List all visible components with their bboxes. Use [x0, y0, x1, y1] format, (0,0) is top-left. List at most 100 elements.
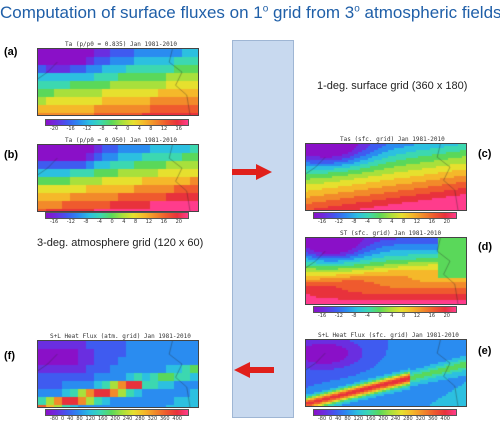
colorbar-tick-label: 20 [443, 313, 450, 319]
colorbar-tick-label: -12 [66, 219, 75, 225]
colorbar-tick-label: 40 [67, 416, 74, 422]
colorbar-tick-label: -12 [83, 126, 92, 132]
colorbar-tick-label: 4 [390, 313, 394, 319]
panel-c-label: (c) [478, 148, 492, 160]
panel-d-label: (d) [478, 241, 493, 253]
atmosphere-grid-annotation: 3-deg. atmosphere grid (120 x 60) [37, 237, 204, 249]
panel-e-colorbar [313, 409, 457, 416]
colorbar-tick-label: -12 [334, 313, 343, 319]
colorbar-tick-label: 8 [402, 313, 406, 319]
panel-c-colorbar-labels: -16 -12 -8 -4 0 4 8 12 16 20 [318, 219, 450, 225]
panel-b-map [37, 144, 199, 212]
colorbar-tick-label: -8 [351, 219, 357, 225]
arrow-left-icon [234, 362, 274, 378]
figure-title: Computation of surface fluxes on 1o grid… [0, 3, 500, 22]
colorbar-tick-label: 80 [344, 416, 351, 422]
colorbar-tick-label: 8 [134, 219, 138, 225]
colorbar-tick-label: 0 [329, 416, 333, 422]
panel-e-label: (e) [478, 345, 492, 357]
panel-d-colorbar-labels: -16 -12 -8 -4 0 4 8 12 16 20 [318, 313, 450, 319]
colorbar-tick-label: 400 [440, 416, 450, 422]
colorbar-tick-label: 320 [415, 416, 426, 422]
colorbar-tick-label: -4 [96, 219, 102, 225]
colorbar-tick-label: 0 [110, 219, 114, 225]
colorbar-tick-label: 16 [428, 313, 436, 319]
colorbar-tick-label: 320 [147, 416, 158, 422]
colorbar-tick-label: 4 [390, 219, 394, 225]
panel-d-map [305, 237, 467, 305]
colorbar-tick-label: 200 [110, 416, 120, 422]
colorbar-tick-label: -4 [364, 219, 370, 225]
panel-a-map [37, 48, 199, 116]
colorbar-tick-label: 400 [172, 416, 182, 422]
panel-a-title: Ta (p/p0 = 0.835) Jan 1981-2010 [65, 41, 177, 48]
panel-f-title: S+L Heat Flux (atm. grid) Jan 1981-2010 [50, 333, 191, 340]
panel-f-colorbar-labels: -80 0 40 80 120 160 200 240 280 320 360 400 [50, 416, 182, 422]
panel-d-title: ST (sfc. grid) Jan 1981-2010 [340, 230, 442, 237]
colorbar-tick-label: 0 [378, 219, 382, 225]
colorbar-tick-label: 0 [378, 313, 382, 319]
colorbar-tick-label: 16 [175, 126, 182, 132]
colorbar-tick-label: -16 [318, 313, 327, 319]
colorbar-tick-label: -4 [112, 126, 118, 132]
panel-e-map [305, 339, 467, 407]
colorbar-tick-label: -8 [351, 313, 357, 319]
colorbar-tick-label: 0 [126, 126, 130, 132]
colorbar-tick-label: -8 [99, 126, 105, 132]
panel-e-colorbar-labels: -80 0 40 80 120 160 200 240 280 320 360 400 [318, 416, 450, 422]
panel-c-map [305, 143, 467, 211]
panel-e-title: S+L Heat Flux (sfc. grid) Jan 1981-2010 [318, 332, 459, 339]
colorbar-tick-label: -4 [364, 313, 370, 319]
panel-c-title: Tas (sfc. grid) Jan 1981-2010 [340, 136, 445, 143]
colorbar-tick-label: 360 [159, 416, 170, 422]
colorbar-tick-label: 240 [122, 416, 133, 422]
panel-a-label: (a) [4, 46, 18, 58]
colorbar-tick-label: 8 [149, 126, 153, 132]
colorbar-tick-label: 160 [365, 416, 376, 422]
colorbar-tick-label: 20 [443, 219, 450, 225]
colorbar-tick-label: 240 [390, 416, 401, 422]
colorbar-tick-label: 16 [428, 219, 436, 225]
panel-b-colorbar [45, 212, 189, 219]
colorbar-tick-label: 12 [160, 126, 168, 132]
panel-a-colorbar-labels: -20 -16 -12 -8 -4 0 4 8 12 16 [50, 126, 182, 132]
colorbar-tick-label: 120 [85, 416, 96, 422]
panel-b-colorbar-labels: -16 -12 -8 -4 0 4 8 12 16 20 [50, 219, 182, 225]
center-divider-box [232, 40, 294, 418]
colorbar-tick-label: 4 [137, 126, 141, 132]
colorbar-tick-label: -16 [66, 126, 75, 132]
panel-b-label: (b) [4, 149, 19, 161]
colorbar-tick-label: 16 [160, 219, 168, 225]
colorbar-tick-label: 360 [427, 416, 438, 422]
panel-a-colorbar [45, 119, 189, 126]
colorbar-tick-label: 280 [403, 416, 413, 422]
colorbar-tick-label: 4 [122, 219, 126, 225]
colorbar-tick-label: 0 [61, 416, 65, 422]
colorbar-tick-label: 280 [135, 416, 145, 422]
colorbar-tick-label: 8 [402, 219, 406, 225]
colorbar-tick-label: -80 [318, 416, 327, 422]
surface-grid-annotation: 1-deg. surface grid (360 x 180) [317, 80, 468, 92]
colorbar-tick-label: 40 [335, 416, 342, 422]
arrow-right-icon [232, 164, 272, 180]
colorbar-tick-label: -80 [50, 416, 59, 422]
colorbar-tick-label: -16 [318, 219, 327, 225]
colorbar-tick-label: -16 [50, 219, 59, 225]
panel-f-map [37, 340, 199, 408]
colorbar-tick-label: 160 [97, 416, 108, 422]
colorbar-tick-label: 20 [175, 219, 182, 225]
panel-b-title: Ta (p/p0 = 0.950) Jan 1981-2010 [65, 137, 177, 144]
panel-c-colorbar [313, 212, 457, 219]
colorbar-tick-label: 12 [413, 313, 421, 319]
colorbar-tick-label: 80 [76, 416, 83, 422]
colorbar-tick-label: -20 [50, 126, 59, 132]
panel-f-colorbar [45, 409, 189, 416]
colorbar-tick-label: 12 [145, 219, 153, 225]
panel-d-colorbar [313, 306, 457, 313]
panel-f-label: (f) [4, 350, 15, 362]
colorbar-tick-label: -8 [83, 219, 89, 225]
colorbar-tick-label: 200 [378, 416, 388, 422]
colorbar-tick-label: 12 [413, 219, 421, 225]
colorbar-tick-label: -12 [334, 219, 343, 225]
colorbar-tick-label: 120 [353, 416, 364, 422]
